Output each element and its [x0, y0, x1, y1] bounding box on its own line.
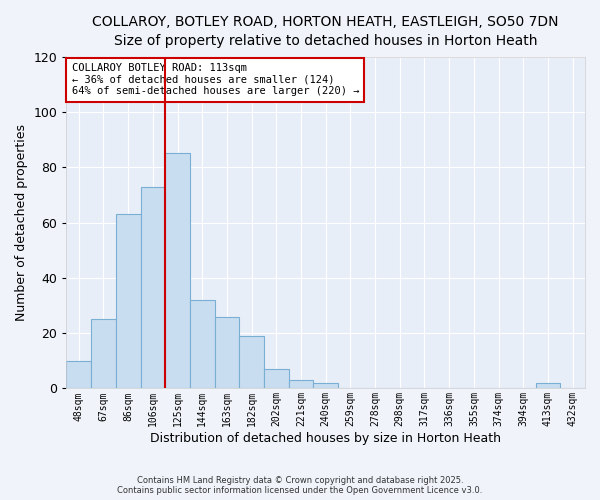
Bar [215, 316, 239, 388]
Text: Contains HM Land Registry data © Crown copyright and database right 2025.
Contai: Contains HM Land Registry data © Crown c… [118, 476, 482, 495]
Bar [190, 300, 215, 388]
Title: COLLAROY, BOTLEY ROAD, HORTON HEATH, EASTLEIGH, SO50 7DN
Size of property relati: COLLAROY, BOTLEY ROAD, HORTON HEATH, EAS… [92, 15, 559, 48]
Bar [239, 336, 264, 388]
Bar [91, 320, 116, 388]
Bar [67, 361, 91, 388]
Y-axis label: Number of detached properties: Number of detached properties [15, 124, 28, 321]
Bar [140, 186, 165, 388]
Bar [536, 383, 560, 388]
X-axis label: Distribution of detached houses by size in Horton Heath: Distribution of detached houses by size … [150, 432, 501, 445]
Bar [165, 154, 190, 388]
Text: COLLAROY BOTLEY ROAD: 113sqm
← 36% of detached houses are smaller (124)
64% of s: COLLAROY BOTLEY ROAD: 113sqm ← 36% of de… [71, 63, 359, 96]
Bar [116, 214, 140, 388]
Bar [313, 383, 338, 388]
Bar [264, 369, 289, 388]
Bar [289, 380, 313, 388]
